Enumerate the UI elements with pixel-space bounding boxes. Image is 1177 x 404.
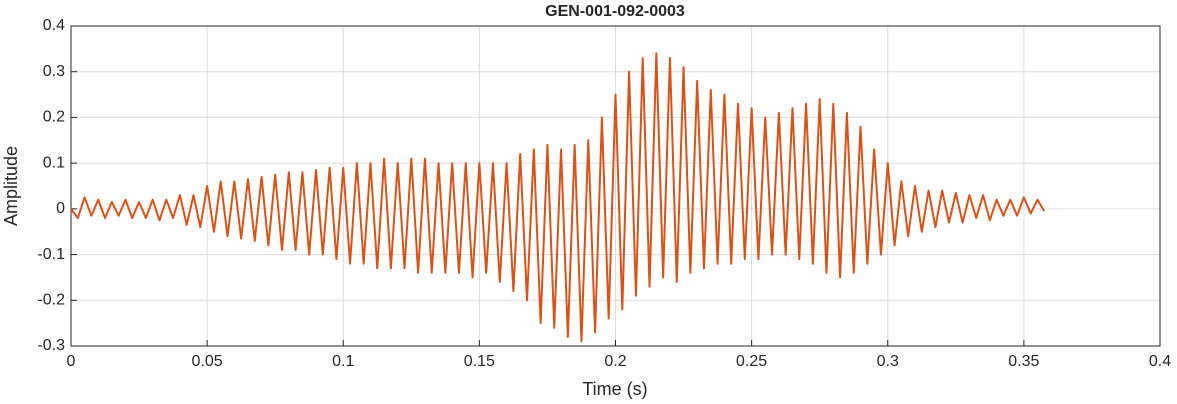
y-tick-label: 0.2: [43, 109, 65, 126]
plot-frame: [70, 25, 1161, 347]
x-tick-label: 0.25: [736, 353, 767, 370]
x-tick-label: 0.3: [877, 353, 899, 370]
y-tick-label: -0.1: [37, 246, 65, 263]
y-tick-label: 0.3: [43, 63, 65, 80]
x-tick-label: 0.2: [604, 353, 626, 370]
y-tick-label: -0.2: [37, 292, 65, 309]
y-tick-label: 0.4: [43, 17, 65, 34]
y-tick-label: 0.1: [43, 154, 65, 171]
y-tick-label: -0.3: [37, 337, 65, 354]
x-tick-label: 0.15: [464, 353, 495, 370]
y-axis-label: Amplitude: [1, 146, 21, 226]
waveform-line: [70, 52, 1046, 343]
x-tick-label: 0: [67, 353, 76, 370]
x-axis-label: Time (s): [582, 379, 647, 399]
y-tick-label: 0: [56, 200, 65, 217]
x-tick-label: 0.35: [1008, 353, 1039, 370]
x-tick-label: 0.1: [332, 353, 354, 370]
x-tick-label: 0.4: [1149, 353, 1171, 370]
chart-title: GEN-001-092-0003: [545, 3, 685, 20]
x-tick-label: 0.05: [192, 353, 223, 370]
